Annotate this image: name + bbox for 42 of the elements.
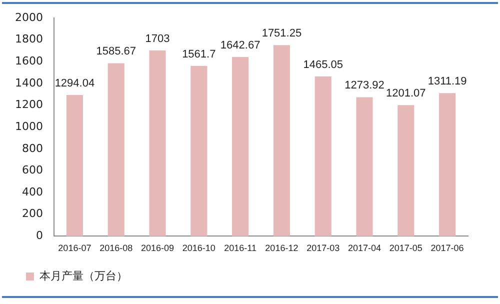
x-tick-label: 2016-08 [100, 243, 133, 254]
bar [190, 66, 208, 236]
x-tick-label: 2017-04 [348, 243, 382, 254]
data-label: 1703 [145, 32, 170, 45]
data-label: 1273.92 [344, 80, 384, 92]
data-label: 1642.67 [220, 40, 260, 52]
x-tick-label: 2016-12 [265, 243, 298, 254]
x-tick-label: 2016-10 [182, 243, 216, 254]
x-tick-label: 2016-11 [224, 243, 256, 254]
bar [314, 76, 332, 236]
y-tick-label: 1800 [14, 32, 43, 46]
x-tick-label: 2016-07 [58, 243, 92, 254]
y-tick-label: 600 [22, 164, 43, 177]
data-label: 1585.67 [96, 46, 136, 58]
y-tick-label: 1200 [14, 98, 43, 112]
y-tick-label: 1400 [14, 76, 43, 90]
data-label: 1294.04 [54, 78, 95, 90]
data-label: 1751.25 [262, 28, 302, 40]
bar [232, 56, 249, 236]
y-tick-label: 1000 [14, 120, 43, 133]
y-tick-label: 2000 [14, 10, 43, 24]
data-label: 1311.19 [428, 76, 467, 88]
y-tick-label: 800 [22, 142, 43, 155]
x-tick-label: 2016-09 [140, 243, 174, 254]
data-label: 1201.07 [386, 88, 426, 100]
bar [108, 63, 124, 236]
y-tick-label: 0 [36, 229, 43, 242]
data-label: 1465.05 [303, 58, 343, 71]
bar [66, 95, 83, 236]
legend-label: 本月产量（万台） [40, 269, 128, 282]
bar [149, 50, 166, 236]
y-tick-label: 200 [22, 207, 43, 220]
x-tick-label: 2017-05 [389, 243, 422, 254]
bar [273, 45, 290, 236]
x-tick-label: 2017-06 [430, 243, 464, 254]
y-tick-label: 1600 [14, 54, 43, 68]
bar [439, 93, 456, 236]
y-tick-label: 400 [22, 185, 43, 198]
x-tick-label: 2017-03 [306, 243, 340, 254]
bar [398, 105, 414, 236]
bar [356, 97, 373, 236]
data-label: 1561.7 [182, 48, 216, 60]
